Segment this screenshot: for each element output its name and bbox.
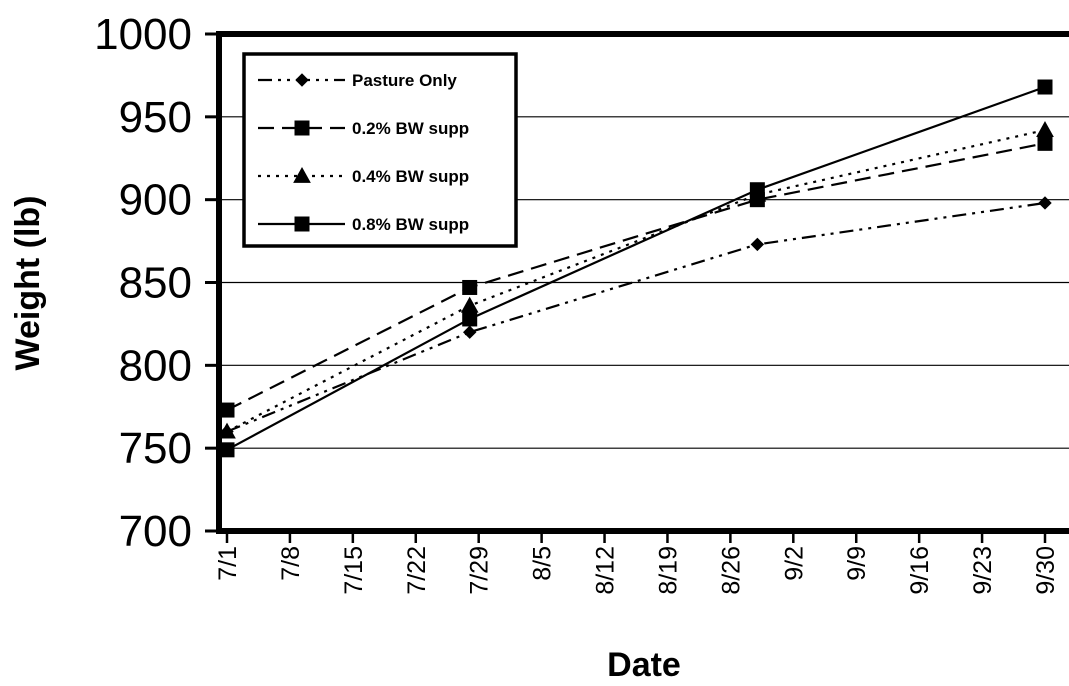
legend-label: 0.4% BW supp bbox=[352, 167, 469, 186]
y-tick-label: 1000 bbox=[94, 10, 192, 59]
legend-label: 0.2% BW supp bbox=[352, 119, 469, 138]
x-tick-label: 8/12 bbox=[592, 546, 620, 595]
data-point-marker bbox=[1037, 79, 1053, 95]
y-axis-ticks: 700 750 800 850 900 950 1000 bbox=[94, 10, 219, 556]
legend-item: Pasture Only bbox=[258, 71, 457, 90]
legend-label: Pasture Only bbox=[352, 71, 457, 90]
y-tick-label: 950 bbox=[119, 93, 192, 142]
x-tick-label: 7/15 bbox=[340, 546, 368, 595]
x-tick-label: 8/26 bbox=[717, 546, 745, 595]
series-line bbox=[226, 129, 1046, 433]
plot-frame bbox=[216, 31, 1069, 534]
legend: Pasture Only 0.2% BW supp 0.4% BW supp 0.8%… bbox=[242, 52, 518, 248]
data-point-marker bbox=[295, 73, 309, 87]
data-point-marker bbox=[750, 237, 765, 252]
y-tick-label: 850 bbox=[119, 259, 192, 308]
data-point-marker bbox=[1037, 135, 1053, 151]
data-point-marker bbox=[462, 325, 477, 339]
legend-item: 0.8% BW supp bbox=[258, 215, 469, 234]
legend-item: 0.2% BW supp bbox=[258, 119, 469, 138]
y-tick-label: 900 bbox=[119, 176, 192, 225]
data-point-marker bbox=[460, 296, 479, 313]
data-point-marker bbox=[293, 166, 311, 183]
data-point-marker bbox=[462, 279, 478, 295]
data-point-marker bbox=[1038, 196, 1052, 210]
x-tick-label: 9/9 bbox=[843, 546, 871, 581]
x-axis-title: Date bbox=[607, 646, 681, 684]
x-tick-label: 8/19 bbox=[654, 546, 682, 595]
y-tick-label: 800 bbox=[119, 341, 192, 390]
legend-item: 0.4% BW supp bbox=[258, 166, 469, 186]
data-point-marker bbox=[218, 422, 236, 439]
x-tick-label: 7/29 bbox=[466, 546, 494, 595]
series-line bbox=[226, 85, 1046, 451]
y-tick-label: 750 bbox=[119, 424, 192, 473]
x-tick-label: 7/22 bbox=[403, 546, 431, 595]
x-tick-label: 9/23 bbox=[969, 546, 997, 595]
legend-label: 0.8% BW supp bbox=[352, 215, 469, 234]
y-tick-label: 700 bbox=[119, 507, 192, 556]
series-layer bbox=[218, 79, 1054, 458]
x-tick-label: 8/5 bbox=[529, 546, 557, 581]
data-point-marker bbox=[749, 182, 765, 198]
series-4 bbox=[219, 79, 1053, 458]
data-point-marker bbox=[294, 216, 310, 232]
data-point-marker bbox=[1036, 121, 1054, 137]
x-tick-label: 7/8 bbox=[277, 546, 305, 581]
legend-box bbox=[242, 52, 518, 248]
x-tick-label: 9/2 bbox=[780, 546, 808, 581]
x-tick-label: 7/1 bbox=[214, 546, 242, 581]
x-tick-label: 9/30 bbox=[1032, 546, 1060, 595]
y-axis-title: Weight (lb) bbox=[9, 196, 47, 371]
data-point-marker bbox=[219, 442, 235, 458]
series-line bbox=[226, 142, 1046, 412]
data-point-marker bbox=[462, 311, 478, 327]
data-point-marker bbox=[219, 402, 235, 418]
x-tick-label: 9/16 bbox=[906, 546, 934, 595]
data-point-marker bbox=[294, 120, 310, 136]
x-axis-ticks: 7/1 7/8 7/15 7/22 7/29 8/5 8/12 8/19 8/26 9/2 9/9 9… bbox=[214, 531, 1060, 595]
